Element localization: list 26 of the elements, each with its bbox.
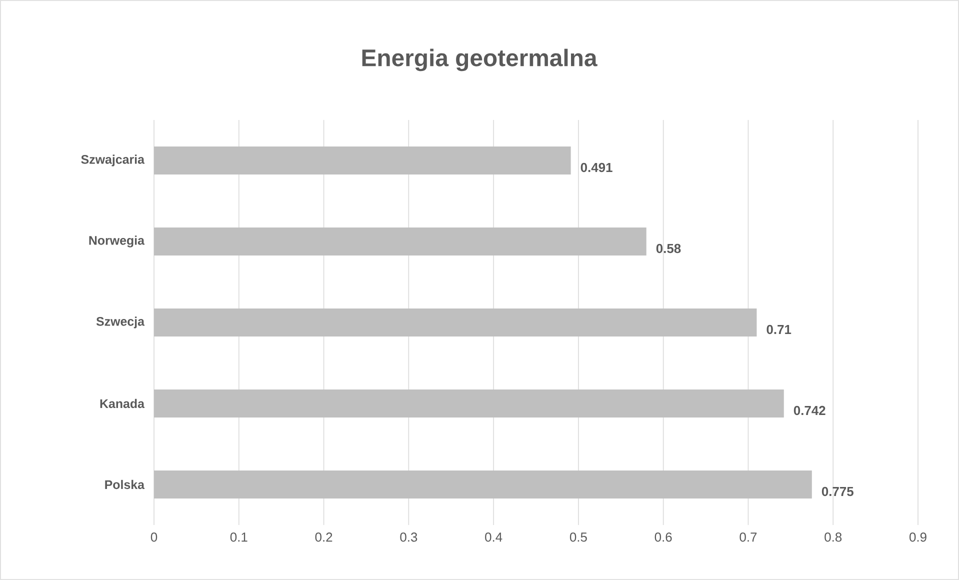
- bar: [154, 390, 784, 418]
- y-tick-label: Szwajcaria: [81, 154, 145, 166]
- x-tick-label: 0.7: [740, 532, 757, 542]
- y-tick-label: Polska: [105, 480, 145, 490]
- y-tick-label: Szwecja: [96, 316, 145, 328]
- x-tick-label: 0.9: [910, 532, 926, 542]
- y-tick-label: Kanada: [100, 398, 145, 408]
- x-tick-label: 0.6: [654, 532, 672, 542]
- x-tick-label: 0.8: [824, 532, 842, 542]
- y-tick-label: Norwegia: [89, 236, 145, 248]
- x-tick-label: 0.3: [400, 532, 418, 542]
- data-label: 0.775: [822, 486, 854, 496]
- x-tick-label: 0: [150, 532, 158, 542]
- x-tick-label: 0.2: [315, 532, 332, 542]
- x-tick-label: 0.4: [485, 532, 502, 542]
- data-label: 0.58: [656, 244, 681, 254]
- x-tick-label: 0.1: [230, 532, 248, 542]
- bar: [154, 470, 812, 498]
- chart-title: Energia geotermalna: [362, 48, 598, 72]
- bar: [154, 146, 571, 174]
- bar: [154, 308, 757, 336]
- x-tick-label: 0.5: [570, 532, 587, 542]
- data-label: 0.742: [794, 406, 826, 416]
- data-label: 0.71: [766, 324, 792, 334]
- data-label: 0.491: [580, 162, 612, 172]
- bar: [154, 227, 646, 256]
